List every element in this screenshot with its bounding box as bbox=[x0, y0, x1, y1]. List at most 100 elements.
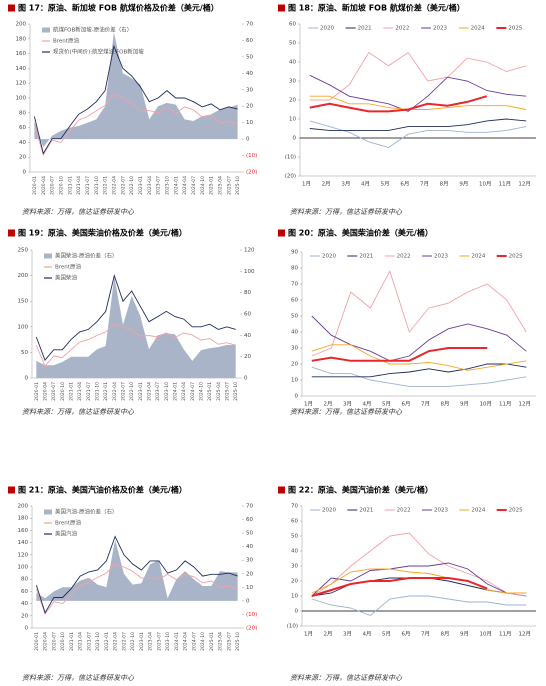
y-tick-label: 60 bbox=[19, 125, 26, 131]
series-line bbox=[311, 568, 527, 594]
x-tick-label: 2025-01 bbox=[209, 176, 215, 195]
x-tick-label: 2020-01 bbox=[34, 632, 40, 651]
legend-label: 美国汽油-原油价差（右） bbox=[55, 508, 118, 516]
y-tick-label: 50 bbox=[291, 314, 298, 320]
y2-tick-label: 10 bbox=[246, 120, 253, 126]
y2-tick-label: 70 bbox=[246, 22, 253, 28]
x-tick-label: 2025-10 bbox=[235, 632, 241, 651]
x-tick-label: 2020-07 bbox=[51, 382, 57, 401]
x-tick-label: 7月 bbox=[421, 631, 430, 638]
title-marker bbox=[8, 486, 15, 494]
x-tick-label: 2024-07 bbox=[191, 176, 197, 195]
y2-tick-label: 0 bbox=[246, 598, 250, 604]
x-tick-label: 2021-01 bbox=[69, 382, 75, 401]
x-tick-label: 6月 bbox=[402, 401, 411, 408]
x-tick-label: 2020-01 bbox=[34, 382, 40, 401]
x-tick-label: 2025-04 bbox=[218, 632, 224, 651]
x-tick-label: 6月 bbox=[400, 181, 409, 188]
y-tick-label: 30 bbox=[291, 564, 298, 570]
legend-label: 2025 bbox=[508, 26, 522, 32]
series-line bbox=[33, 44, 238, 155]
x-tick-label: 3月 bbox=[341, 181, 350, 188]
x-tick-label: 12月 bbox=[519, 631, 532, 638]
x-tick-label: 2023-07 bbox=[155, 382, 161, 401]
y-tick-label: 20 bbox=[21, 613, 28, 619]
legend-label: 美国柴油 bbox=[55, 274, 78, 282]
legend-label: Brent原油 bbox=[55, 263, 81, 271]
y-tick-label: 140 bbox=[16, 66, 27, 72]
x-tick-label: 2025-10 bbox=[233, 382, 239, 401]
x-tick-label: 2022-01 bbox=[104, 632, 110, 651]
x-tick-label: 2021-04 bbox=[78, 632, 84, 651]
legend-label: 2023 bbox=[434, 254, 448, 260]
x-tick-label: 2024-04 bbox=[182, 176, 188, 195]
x-tick-label: 2024-01 bbox=[173, 382, 179, 401]
chart-title: 图 21：原油、美国汽油价格及价差（美元/桶） bbox=[18, 485, 187, 495]
y2-tick-label: 40 bbox=[246, 71, 253, 77]
x-tick-label: 10月 bbox=[479, 181, 492, 188]
x-tick-label: 2023-10 bbox=[165, 632, 171, 651]
y2-tick-label: 60 bbox=[246, 517, 253, 523]
x-tick-label: 1月 bbox=[304, 401, 313, 408]
y-tick-label: 40 bbox=[291, 330, 298, 336]
title-marker bbox=[278, 486, 285, 494]
y-tick-label: 180 bbox=[16, 36, 27, 42]
series-line bbox=[309, 95, 527, 110]
x-tick-label: 2021-07 bbox=[86, 382, 92, 401]
x-tick-label: 2024-07 bbox=[190, 382, 196, 401]
y-tick-label: 0 bbox=[25, 626, 29, 632]
x-tick-label: 2020-04 bbox=[43, 632, 49, 651]
x-tick-label: 2021-10 bbox=[95, 382, 101, 401]
x-tick-label: 2023-04 bbox=[147, 382, 153, 401]
source-note: 资料来源：万得，信达证券研发中心 bbox=[22, 408, 135, 416]
spread-area bbox=[36, 276, 236, 378]
legend-label: Brent原油 bbox=[53, 37, 79, 45]
y-tick-label: 0 bbox=[295, 394, 299, 400]
x-tick-label: 2022-04 bbox=[112, 382, 118, 401]
y-tick-label: 20 bbox=[19, 155, 26, 161]
legend-label: 航煤FOB新加坡-原油价差（右） bbox=[53, 26, 132, 34]
x-tick-label: 2021-07 bbox=[86, 632, 92, 651]
x-tick-label: 2020-07 bbox=[51, 632, 57, 651]
legend-label: 2021 bbox=[359, 254, 373, 260]
x-tick-label: 2020-10 bbox=[60, 632, 66, 651]
y-tick-label: 10 bbox=[289, 117, 296, 123]
y-tick-label: 120 bbox=[16, 81, 27, 87]
chart-title: 图 17：原油、新加坡 FOB 航煤价格及价差（美元/桶） bbox=[18, 3, 219, 13]
y2-tick-label: 100 bbox=[244, 269, 255, 275]
x-tick-label: 2月 bbox=[324, 401, 333, 408]
x-tick-label: 2021-04 bbox=[76, 176, 82, 195]
x-tick-label: 2024-07 bbox=[191, 632, 197, 651]
x-tick-label: 2024-10 bbox=[199, 382, 205, 401]
series-line bbox=[311, 577, 488, 597]
x-tick-label: 2023-07 bbox=[156, 176, 162, 195]
chart-title: 图 22：原油、美国汽油价差（美元/桶） bbox=[288, 485, 433, 495]
x-tick-label: 4月 bbox=[363, 401, 372, 408]
series-line bbox=[33, 93, 238, 157]
chart-title: 图 19：原油、美国柴油价格及价差（美元/桶） bbox=[18, 228, 187, 238]
series-line bbox=[309, 51, 527, 101]
y-tick-label: 0 bbox=[295, 609, 299, 615]
legend-swatch bbox=[42, 27, 50, 33]
x-tick-label: 2022-04 bbox=[111, 176, 117, 195]
x-tick-label: 2023-01 bbox=[138, 382, 144, 401]
series-line bbox=[35, 535, 238, 614]
y-tick-label: 250 bbox=[18, 248, 29, 254]
series-line bbox=[311, 366, 527, 387]
title-marker bbox=[8, 229, 15, 237]
y2-tick-label: 50 bbox=[246, 531, 253, 537]
series-line bbox=[311, 344, 527, 371]
chart-title: 图 20：原油、美国柴油价差（美元/桶） bbox=[288, 228, 433, 238]
y-tick-label: 60 bbox=[21, 589, 28, 595]
legend-label: 美国汽油 bbox=[55, 530, 78, 538]
x-tick-label: 2025-07 bbox=[226, 176, 232, 195]
x-tick-label: 2024-01 bbox=[174, 632, 180, 651]
series-line bbox=[35, 273, 236, 361]
y-tick-label: 20 bbox=[289, 98, 296, 104]
x-tick-label: 2021-01 bbox=[69, 632, 75, 651]
title-marker bbox=[8, 4, 15, 12]
y-tick-label: 40 bbox=[21, 601, 28, 607]
x-tick-label: 4月 bbox=[363, 631, 372, 638]
y-tick-label: 80 bbox=[19, 110, 26, 116]
y2-tick-label: (20) bbox=[246, 626, 257, 632]
